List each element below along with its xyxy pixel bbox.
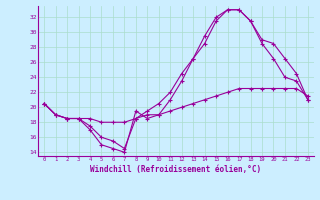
X-axis label: Windchill (Refroidissement éolien,°C): Windchill (Refroidissement éolien,°C) [91, 165, 261, 174]
